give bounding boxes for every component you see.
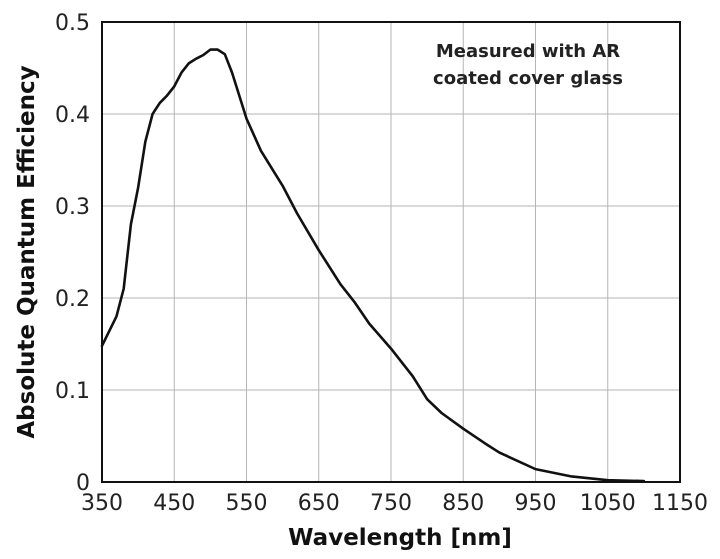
y-tick-label: 0.5 — [55, 11, 90, 36]
plot-area-frame — [101, 21, 681, 483]
x-tick-label: 350 — [81, 491, 123, 516]
y-axis-title: Absolute Quantum Efficiency — [14, 65, 40, 438]
y-tick-label: 0.2 — [55, 287, 90, 312]
x-tick-label: 650 — [298, 491, 340, 516]
y-axis-ticks: 0 0.1 0.2 0.3 0.4 0.5 — [55, 11, 90, 496]
annotation-line-1: Measured with AR — [436, 41, 620, 62]
y-tick-label: 0.1 — [55, 379, 90, 404]
annotation-line-2: coated cover glass — [433, 68, 623, 89]
x-tick-label: 450 — [153, 491, 195, 516]
x-tick-label: 750 — [370, 491, 412, 516]
x-tick-label: 950 — [515, 491, 557, 516]
x-axis-title: Wavelength [nm] — [288, 525, 512, 551]
y-tick-label: 0.4 — [55, 103, 90, 128]
y-tick-label: 0 — [76, 471, 90, 496]
quantum-efficiency-series-line — [100, 48, 646, 483]
x-axis-ticks: 350 450 550 650 750 850 950 1050 1150 — [81, 491, 708, 516]
series-group — [100, 48, 646, 483]
x-tick-label: 850 — [442, 491, 484, 516]
x-tick-label: 1150 — [652, 491, 708, 516]
y-tick-label: 0.3 — [55, 195, 90, 220]
x-tick-label: 550 — [226, 491, 268, 516]
x-tick-label: 1050 — [580, 491, 636, 516]
